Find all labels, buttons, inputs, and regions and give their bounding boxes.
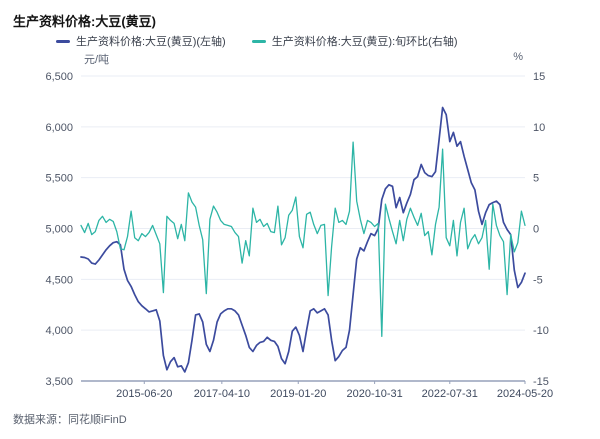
series-line-price[interactable] <box>80 106 526 373</box>
y-axis-left-tick-label: 6,500 <box>45 71 73 83</box>
y-axis-right-tick-label: 0 <box>533 224 539 236</box>
x-axis-tick-label: 2022-07-31 <box>422 388 478 400</box>
legend: 生产资料价格:大豆(黄豆)(左轴) 生产资料价格:大豆(黄豆):旬环比(右轴) <box>56 33 457 49</box>
price-line-swatch <box>56 39 70 43</box>
mom-line-swatch <box>251 39 266 43</box>
x-axis-tick-label: 2015-06-20 <box>116 388 172 400</box>
right-axis-unit: % <box>513 51 523 63</box>
page-title: 生产资料价格:大豆(黄豆) <box>13 14 156 29</box>
y-axis-left-tick-label: 5,000 <box>45 224 73 236</box>
legend-label-price: 生产资料价格:大豆(黄豆)(左轴) <box>76 36 226 48</box>
y-axis-left-tick-label: 4,500 <box>45 274 73 286</box>
legend-item-mom[interactable]: 生产资料价格:大豆(黄豆):旬环比(右轴) <box>251 33 458 49</box>
x-axis-tick-label: 2019-01-20 <box>270 388 326 400</box>
y-axis-right-tick-label: 5 <box>533 173 539 185</box>
x-axis-tick-label: 2024-05-20 <box>497 388 553 400</box>
series-line-mom[interactable] <box>80 141 526 337</box>
left-axis-unit: 元/吨 <box>84 54 110 66</box>
y-axis-right-tick-label: -15 <box>533 376 549 388</box>
legend-label-mom: 生产资料价格:大豆(黄豆):旬环比(右轴) <box>271 36 458 48</box>
y-axis-left-tick-label: 4,000 <box>45 325 73 337</box>
y-axis-left-tick-label: 5,500 <box>45 173 73 185</box>
y-axis-right-tick-label: 15 <box>533 71 545 83</box>
legend-item-price[interactable]: 生产资料价格:大豆(黄豆)(左轴) <box>56 33 226 49</box>
x-axis-tick-label: 2017-04-10 <box>194 388 250 400</box>
x-axis-tick-label: 2020-10-31 <box>346 388 402 400</box>
data-source: 数据来源：同花顺iFinD <box>13 414 127 426</box>
y-axis-left-tick-label: 6,000 <box>45 122 73 134</box>
y-axis-right-tick-label: 10 <box>533 122 545 134</box>
y-axis-right-tick-label: -10 <box>533 325 549 337</box>
y-axis-right-tick-label: -5 <box>533 274 543 286</box>
y-axis-left-tick-label: 3,500 <box>45 376 73 388</box>
